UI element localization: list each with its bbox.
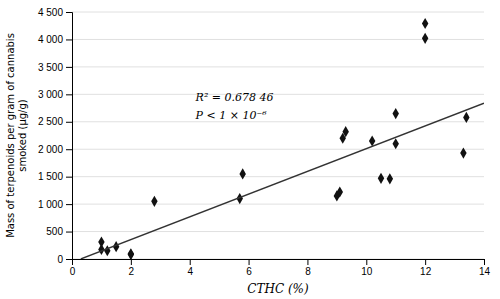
grid-line [72, 94, 484, 95]
tick-label: 500 [46, 226, 63, 237]
point [128, 249, 134, 259]
tick-label: 12 [420, 266, 432, 277]
tick-label: 4 000 [38, 34, 63, 45]
point [342, 126, 348, 137]
x-axis: 0 2 4 6 8 10 12 14 [70, 259, 491, 277]
tick: 3 500 [38, 62, 72, 73]
tick: 8 [305, 259, 311, 277]
tick-label: 2 [129, 266, 135, 277]
point [151, 196, 157, 207]
point [378, 173, 384, 184]
grid-line [72, 121, 484, 122]
tick: 2 [129, 259, 135, 277]
tick: 2 000 [38, 144, 72, 155]
tick: 500 [46, 226, 72, 237]
annotation: P < 1 × 10⁻⁶ [195, 109, 268, 122]
tick-mark [66, 67, 72, 68]
tick-mark [66, 177, 72, 178]
plot-area: 0 2 4 6 8 10 12 14 0 500 1 000 1 500 2 000 2 500 3 000… [38, 7, 491, 277]
tick-mark [484, 259, 485, 265]
tick: 4 000 [38, 34, 72, 45]
grid [72, 12, 484, 259]
tick-mark [66, 94, 72, 95]
grid-line [72, 176, 484, 177]
axis-line [66, 13, 73, 260]
tick-label: 4 [187, 266, 193, 277]
point [422, 18, 428, 29]
tick-label: 6 [246, 266, 252, 277]
tick-mark [190, 259, 191, 265]
point [387, 173, 393, 184]
axis-line [73, 260, 485, 266]
point [104, 245, 110, 256]
y-axis: 0 500 1 000 1 500 2 000 2 500 3 000 3 500 4 000 4… [38, 7, 73, 265]
grid-line [72, 12, 484, 13]
y-axis-title-line: smoked (μg/g) [17, 99, 28, 172]
x-axis-title: CTHC (%) [247, 282, 309, 296]
tick: 12 [420, 259, 432, 277]
tick: 3 000 [38, 89, 72, 100]
annotations: R² = 0.678 46 P < 1 × 10⁻⁶ [195, 91, 274, 122]
tick-mark [66, 204, 72, 205]
tick: 4 [187, 259, 193, 277]
y-axis-title: Mass of terpenoids per gram of cannabiss… [5, 33, 28, 238]
tick-label: 10 [361, 266, 373, 277]
grid-line [72, 39, 484, 40]
tick: 2 500 [38, 116, 72, 127]
tick: 1 500 [38, 171, 72, 182]
point [337, 186, 343, 197]
tick-label: 0 [70, 266, 76, 277]
tick: 0 [70, 259, 76, 277]
grid-line [72, 204, 484, 205]
tick-mark [66, 122, 72, 123]
tick: 14 [479, 259, 491, 277]
tick: 1 000 [38, 199, 72, 210]
tick-label: 3 000 [38, 89, 63, 100]
tick-mark [131, 259, 132, 265]
tick-mark [249, 259, 250, 265]
grid-line [72, 231, 484, 232]
tick-mark [66, 12, 72, 13]
tick: 0 [57, 254, 72, 265]
tick-mark [366, 259, 367, 265]
grid-line [72, 66, 484, 67]
tick-mark [66, 232, 72, 233]
tick-mark [66, 39, 72, 40]
tick-label: 2 500 [38, 116, 63, 127]
grid-line [72, 149, 484, 150]
annotation: R² = 0.678 46 [195, 91, 274, 104]
chart: 0 2 4 6 8 10 12 14 0 500 1 000 1 500 2 000 2 500 3 000… [0, 0, 500, 299]
tick: 6 [246, 259, 252, 277]
tick-label: 3 500 [38, 62, 63, 73]
tick-label: 1 000 [38, 199, 63, 210]
tick-mark [66, 259, 72, 260]
tick-mark [425, 259, 426, 265]
tick-mark [66, 149, 72, 150]
point [128, 248, 134, 259]
line [81, 103, 484, 259]
tick: 4 500 [38, 7, 72, 18]
tick-label: 8 [305, 266, 311, 277]
tick-label: 1 500 [38, 171, 63, 182]
tick-label: 0 [57, 254, 63, 265]
point [422, 33, 428, 44]
point [239, 168, 245, 179]
point [463, 112, 469, 123]
tick-label: 14 [479, 266, 491, 277]
tick-label: 4 500 [38, 7, 63, 18]
point [460, 147, 466, 158]
marks [81, 18, 484, 259]
y-axis-title-line: Mass of terpenoids per gram of cannabis [5, 33, 16, 238]
point [392, 138, 398, 149]
tick-mark [307, 259, 308, 265]
point [392, 108, 398, 119]
tick: 10 [361, 259, 373, 277]
tick-label: 2 000 [38, 144, 63, 155]
